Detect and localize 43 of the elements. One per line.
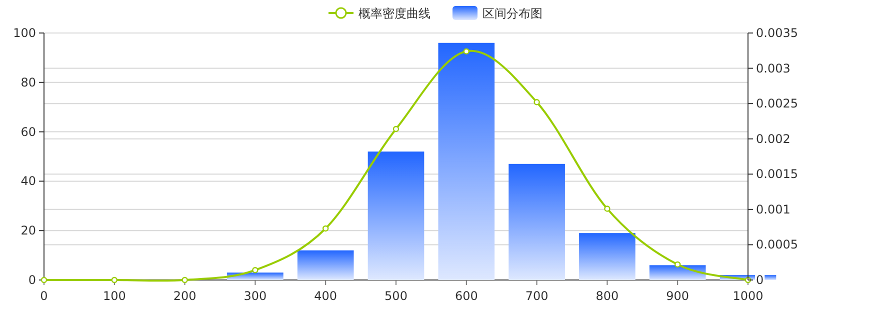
y-tick-label: 20	[20, 224, 36, 238]
point	[463, 48, 470, 54]
point	[182, 276, 188, 284]
y2-tick-label: 0	[756, 273, 764, 287]
y2-tick-label: 0.0005	[756, 238, 798, 252]
point	[674, 261, 681, 268]
y-tick-label: 60	[20, 124, 36, 139]
y2-tick-label: 0.0035	[756, 26, 798, 40]
bar	[297, 250, 354, 280]
y-tick-label: 0	[28, 273, 36, 287]
point	[322, 225, 329, 232]
x-tick-label: 700	[525, 289, 548, 303]
y2-tick-label: 0.002	[756, 132, 790, 146]
axis-y2: 0 0.0005 0.001 0.0015 0.002 0.0025 0.003 0.0035	[748, 26, 799, 287]
x-tick-label: 800	[596, 289, 619, 303]
x-tick-label: 1000	[732, 289, 764, 303]
x-tick-label: 200	[173, 289, 196, 303]
bar	[438, 42, 495, 280]
y2-tick-label: 0.001	[756, 202, 790, 216]
bar	[579, 233, 636, 280]
x-tick-label: 400	[314, 289, 338, 303]
x-tick-label: 0	[40, 289, 48, 303]
point	[534, 99, 540, 106]
y-tick-label: 40	[20, 174, 36, 188]
point	[392, 126, 400, 132]
bar	[368, 152, 424, 280]
x-tick-label: 500	[384, 289, 408, 303]
y2-tick-label: 0.0015	[756, 167, 798, 182]
x-tick-label: 100	[102, 289, 126, 303]
point	[252, 267, 258, 274]
legend-label: 概率密度曲线	[358, 6, 430, 20]
point	[111, 276, 118, 284]
y-tick-label: 100	[13, 26, 36, 40]
y2-tick-label: 0.0025	[756, 96, 798, 111]
x-tick-label: 900	[666, 289, 690, 303]
y2-tick-label: 0.003	[756, 61, 790, 76]
point	[604, 206, 610, 212]
x-tick-label: 600	[454, 289, 478, 303]
x-tick-label: 300	[244, 289, 267, 303]
legend-label: 区间分布图	[482, 6, 542, 20]
bar	[649, 265, 706, 280]
bar	[508, 164, 565, 280]
y-tick-label: 80	[20, 75, 36, 90]
